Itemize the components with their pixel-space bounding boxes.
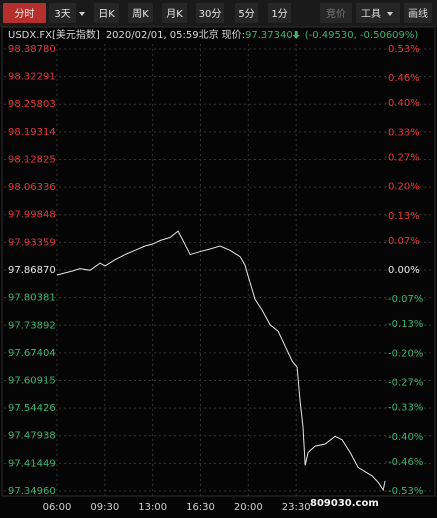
y-tick-label: 98.06336 <box>8 182 56 193</box>
tab-label[interactable]: 1分 <box>271 8 287 20</box>
down-arrow-icon <box>292 31 300 39</box>
y-tick-label: 97.86870 <box>8 265 56 276</box>
tool-button[interactable] <box>404 3 432 23</box>
tool-label[interactable]: 画线 <box>408 7 428 20</box>
y2-tick-label: 0.07% <box>388 236 420 247</box>
info-price: 97.37340 <box>245 30 293 41</box>
tab[interactable] <box>162 3 187 23</box>
tab[interactable] <box>94 3 119 23</box>
tab[interactable] <box>235 3 258 23</box>
tab-label[interactable]: 3天 <box>54 9 70 20</box>
y2-tick-label: -0.46% <box>388 457 423 468</box>
watermark: 809030.com <box>310 498 379 509</box>
y-tick-label: 98.38780 <box>8 44 56 55</box>
y2-tick-label: 0.40% <box>388 98 420 109</box>
y-tick-label: 98.19314 <box>8 127 56 138</box>
tab-label[interactable]: 30分 <box>199 8 222 20</box>
tab[interactable] <box>268 3 291 23</box>
y-tick-label: 97.99848 <box>8 210 56 221</box>
info-price-label: 现价: <box>222 29 245 41</box>
dropdown-icon[interactable] <box>79 12 85 16</box>
y-tick-label: 97.93359 <box>8 237 56 248</box>
tool-button[interactable] <box>320 3 352 23</box>
tab-label[interactable]: 周K <box>132 8 149 20</box>
chart-frame <box>1 26 436 497</box>
y-tick-label: 97.41449 <box>8 458 56 469</box>
y2-tick-label: 0.00% <box>388 265 420 276</box>
x-tick-label: 09:30 <box>90 502 119 513</box>
y-tick-label: 97.60915 <box>8 376 56 387</box>
info-symbol: USDX.FX[美元指数] <box>8 28 100 41</box>
y2-tick-label: 0.20% <box>388 182 420 193</box>
tab[interactable] <box>49 3 76 23</box>
y2-tick-label: 0.33% <box>388 127 420 138</box>
y-tick-label: 97.54426 <box>8 403 56 414</box>
x-tick-label: 20:00 <box>234 502 263 513</box>
y2-tick-label: -0.20% <box>388 348 423 359</box>
tab[interactable] <box>128 3 153 23</box>
tab[interactable] <box>196 3 224 23</box>
y2-tick-label: 0.13% <box>388 211 420 222</box>
y-tick-label: 98.32291 <box>8 72 56 83</box>
tab-active[interactable] <box>3 3 46 23</box>
x-tick-label: 23:30 <box>282 502 311 513</box>
y2-tick-label: -0.07% <box>388 294 423 305</box>
y-tick-label: 97.47938 <box>8 431 56 442</box>
y-tick-label: 97.67404 <box>8 348 56 359</box>
tool-label[interactable]: 工具 <box>361 8 381 20</box>
y2-tick-label: -0.53% <box>388 486 423 497</box>
x-tick-label: 13:00 <box>138 502 167 513</box>
tool-button[interactable] <box>356 3 400 23</box>
y2-tick-label: -0.33% <box>388 403 423 414</box>
tool-label[interactable]: 竞价 <box>326 7 346 20</box>
tab-label[interactable]: 日K <box>98 9 115 20</box>
y-tick-label: 97.34960 <box>8 486 56 497</box>
dropdown-icon[interactable] <box>387 12 393 16</box>
price-line <box>56 230 386 492</box>
y-tick-label: 97.80381 <box>8 293 56 304</box>
y2-tick-label: -0.40% <box>388 432 423 443</box>
tab-label[interactable]: 分时 <box>15 8 35 20</box>
x-tick-label: 16:30 <box>186 502 215 513</box>
y2-tick-label: 0.27% <box>388 152 420 163</box>
tab-label[interactable]: 5分 <box>238 8 254 20</box>
y2-tick-label: -0.27% <box>388 378 423 389</box>
y2-tick-label: 0.46% <box>388 73 420 84</box>
info-datetime: 2020/02/01, 05:59北京 <box>106 28 219 41</box>
info-change: (-0.49530, -0.50609%) <box>305 30 419 41</box>
y2-tick-label: 0.53% <box>388 44 420 55</box>
y2-tick-label: -0.13% <box>388 319 423 330</box>
y-tick-label: 98.25803 <box>8 99 56 110</box>
x-tick-label: 06:00 <box>43 502 72 513</box>
y-tick-label: 98.12825 <box>8 155 56 166</box>
y-tick-label: 97.73892 <box>8 320 56 331</box>
tab-label[interactable]: 月K <box>166 8 183 20</box>
